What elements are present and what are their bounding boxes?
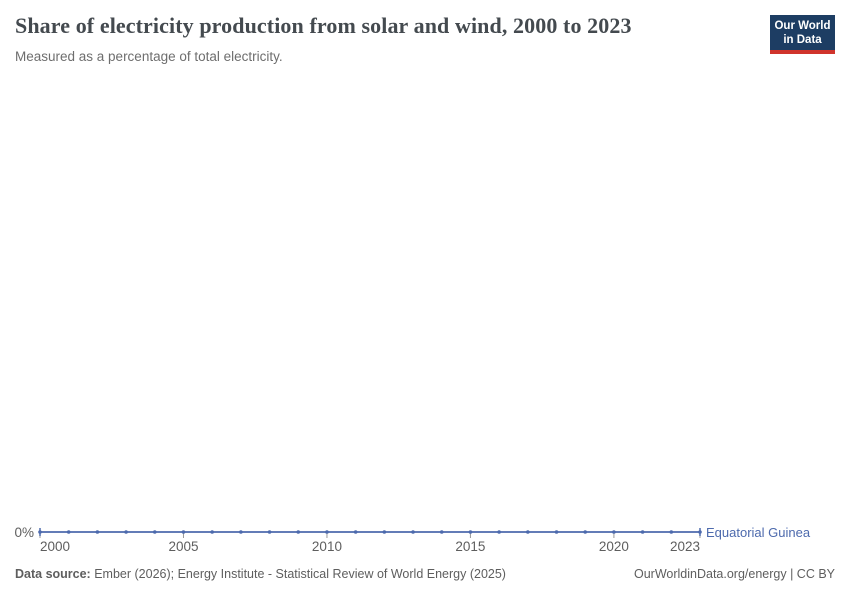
x-axis-tick-label: 2005 bbox=[168, 539, 198, 554]
data-point[interactable] bbox=[296, 530, 301, 534]
data-point[interactable] bbox=[181, 530, 186, 534]
data-point[interactable] bbox=[210, 530, 214, 534]
x-axis-tick-label: 2020 bbox=[599, 539, 629, 554]
data-point[interactable] bbox=[353, 530, 358, 534]
data-point[interactable] bbox=[439, 530, 444, 534]
credit-link[interactable]: OurWorldinData.org/energy | CC BY bbox=[633, 567, 835, 581]
data-point[interactable] bbox=[124, 530, 128, 534]
data-point[interactable] bbox=[640, 530, 645, 534]
data-point[interactable] bbox=[267, 530, 272, 534]
x-axis-tick-label: 2015 bbox=[455, 539, 485, 554]
data-point[interactable] bbox=[382, 530, 387, 534]
chart-footer: Data source: Ember (2026); Energy Instit… bbox=[15, 567, 835, 581]
chart-title: Share of electricity production from sol… bbox=[15, 13, 632, 38]
data-point[interactable] bbox=[66, 530, 71, 534]
data-point[interactable] bbox=[698, 530, 702, 534]
data-point[interactable] bbox=[325, 530, 329, 534]
x-axis-tick-label: 2000 bbox=[40, 539, 70, 554]
data-point[interactable] bbox=[468, 530, 473, 534]
data-point[interactable] bbox=[526, 530, 530, 534]
data-point[interactable] bbox=[239, 530, 243, 534]
data-point[interactable] bbox=[95, 530, 100, 534]
data-point[interactable] bbox=[411, 530, 415, 534]
data-source-note: Data source: Ember (2026); Energy Instit… bbox=[15, 567, 506, 581]
x-axis-tick-label: 2010 bbox=[312, 539, 342, 554]
owid-logo-line2: in Data bbox=[783, 34, 822, 46]
chart-subtitle: Measured as a percentage of total electr… bbox=[15, 49, 283, 64]
data-point[interactable] bbox=[669, 530, 674, 534]
data-source-text: Ember (2026); Energy Institute - Statist… bbox=[90, 567, 506, 581]
data-point[interactable] bbox=[38, 530, 42, 534]
y-axis-zero-label: 0% bbox=[14, 525, 34, 540]
owid-logo[interactable]: Our World in Data bbox=[770, 15, 835, 54]
entity-label[interactable]: Equatorial Guinea bbox=[706, 525, 811, 540]
data-source-label: Data source: bbox=[15, 567, 91, 581]
owid-logo-line1: Our World bbox=[774, 20, 831, 32]
data-point[interactable] bbox=[152, 530, 157, 534]
data-point[interactable] bbox=[612, 530, 616, 534]
x-axis-tick-label: 2023 bbox=[670, 539, 700, 554]
data-point[interactable] bbox=[554, 530, 559, 534]
data-point[interactable] bbox=[497, 530, 501, 534]
data-point[interactable] bbox=[583, 530, 588, 534]
